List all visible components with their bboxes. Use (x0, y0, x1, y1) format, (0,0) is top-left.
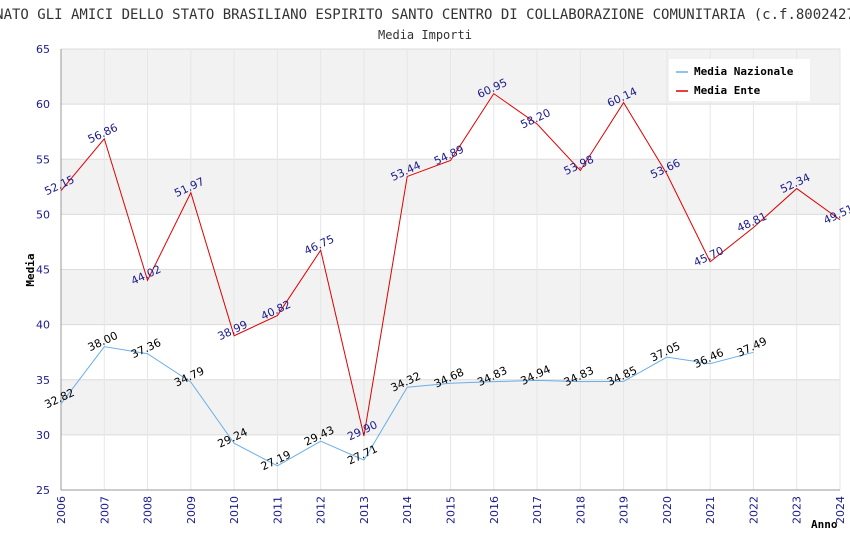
series-group (60, 92, 841, 467)
x-tick-label: 2022 (747, 496, 760, 524)
y-axis-label: Media (24, 253, 37, 286)
x-tick-label: 2009 (185, 496, 198, 524)
x-tick-label: 2016 (488, 496, 501, 524)
y-tick-label: 45 (36, 264, 50, 277)
x-tick-label: 2024 (834, 496, 847, 524)
x-tick-label: 2012 (315, 496, 328, 524)
x-tick-label: 2006 (55, 496, 68, 524)
series-line-media-ente (60, 92, 841, 437)
x-tick-label: 2018 (574, 496, 587, 524)
y-tick-label: 50 (36, 208, 50, 221)
x-tick-labels: 2006 2007 2008 2009 2010 2011 2012 2013 2014 2015… (55, 496, 847, 524)
legend-box (669, 59, 810, 101)
x-tick-label: 2014 (401, 496, 414, 524)
x-tick-label: 2007 (98, 496, 111, 524)
x-tick-label: 2013 (358, 496, 371, 524)
legend: Media Nazionale Media Ente (669, 59, 810, 101)
y-tick-label: 35 (36, 374, 50, 387)
y-tick-label: 40 (36, 319, 50, 332)
x-tick-label: 2020 (661, 496, 674, 524)
y-tick-label: 30 (36, 429, 50, 442)
x-tick-label: 2008 (142, 496, 155, 524)
series-line-media-nazionale (60, 346, 754, 467)
x-tick-label: 2021 (704, 496, 717, 524)
x-tick-label: 2011 (271, 496, 284, 524)
y-tick-label: 25 (36, 484, 50, 497)
x-tick-label: 2015 (445, 496, 458, 524)
chart-subtitle: Media Importi (378, 28, 472, 42)
x-axis-label: Anno (811, 518, 838, 531)
axes (60, 49, 840, 491)
x-tick-label: 2017 (531, 496, 544, 524)
y-tick-labels: 25 30 35 40 45 50 55 60 65 (36, 43, 50, 497)
legend-label-media-ente: Media Ente (694, 84, 761, 97)
y-tick-label: 60 (36, 98, 50, 111)
legend-label-media-nazionale: Media Nazionale (694, 65, 794, 78)
x-tick-label: 2023 (791, 496, 804, 524)
y-tick-label: 65 (36, 43, 50, 56)
x-tick-label: 2010 (228, 496, 241, 524)
chart-title: PATRONATO GLI AMICI DELLO STATO BRASILIA… (0, 7, 850, 23)
x-tick-label: 2019 (618, 496, 631, 524)
y-tick-label: 55 (36, 153, 50, 166)
